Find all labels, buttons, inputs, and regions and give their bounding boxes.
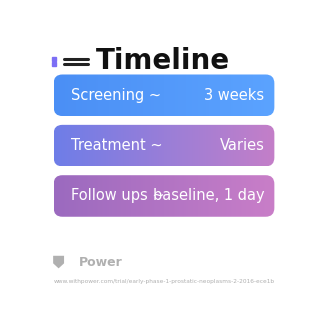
Text: Varies: Varies <box>220 138 264 153</box>
Text: baseline, 1 day: baseline, 1 day <box>153 188 264 203</box>
Text: www.withpower.com/trial/early-phase-1-prostatic-neoplasms-2-2016-ece1b: www.withpower.com/trial/early-phase-1-pr… <box>53 279 275 284</box>
Text: Timeline: Timeline <box>96 47 230 75</box>
Text: Power: Power <box>78 256 122 268</box>
Polygon shape <box>53 256 64 268</box>
Text: Treatment ~: Treatment ~ <box>71 138 163 153</box>
Text: Screening ~: Screening ~ <box>71 88 161 103</box>
Text: 3 weeks: 3 weeks <box>204 88 264 103</box>
Text: Follow ups ~: Follow ups ~ <box>71 188 164 203</box>
